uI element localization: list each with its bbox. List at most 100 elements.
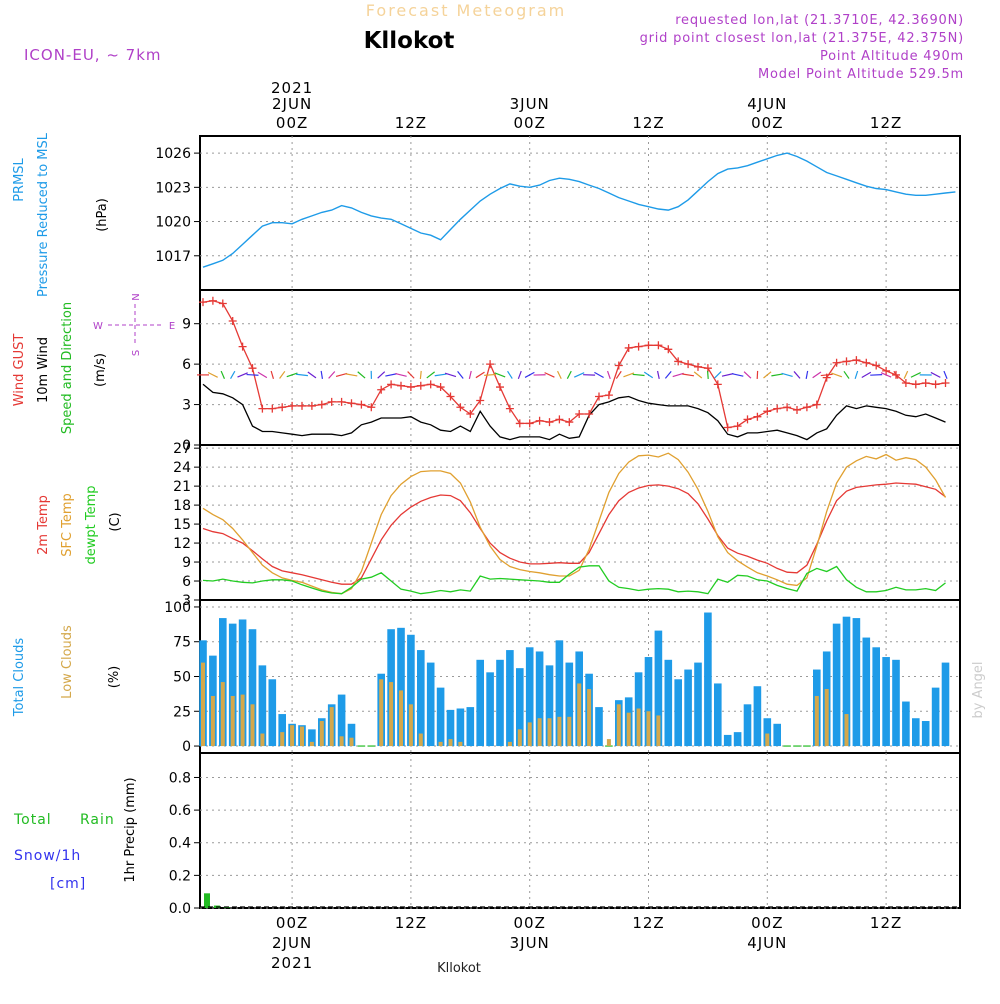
top-tick-label: 4JUN <box>747 95 787 113</box>
total-cloud-bar <box>457 708 465 746</box>
wind-direction-arrow <box>258 372 267 377</box>
wind-direction-arrow <box>574 373 584 377</box>
gust-marker <box>813 401 821 409</box>
temp-ytick-label: 24 <box>173 460 191 476</box>
wind-direction-arrow <box>445 373 456 376</box>
precip-ytick-label: 0.4 <box>169 836 191 852</box>
wind-direction-arrow <box>744 372 751 379</box>
wind-direction-arrow <box>308 372 316 378</box>
wind-direction-arrow <box>722 374 733 377</box>
temp-ytick-label: 6 <box>182 574 191 590</box>
gust-marker <box>249 364 257 372</box>
gust-marker <box>654 341 662 349</box>
gust-marker <box>635 343 643 351</box>
top-tick-label: 3JUN <box>510 95 550 113</box>
wind-direction-arrow <box>813 372 821 378</box>
gust-marker <box>714 380 722 388</box>
gust-marker <box>318 401 326 409</box>
gust-marker <box>744 415 752 423</box>
total-cloud-bar <box>942 663 950 746</box>
gust-marker <box>268 405 276 413</box>
temp-ytick-label: 15 <box>173 517 191 533</box>
bottom-tick-label: 12Z <box>870 914 902 932</box>
wind-direction-arrow <box>665 371 671 378</box>
wind-direction-arrow <box>231 371 235 378</box>
gust-marker <box>763 407 771 415</box>
total-cloud-bar <box>714 683 722 746</box>
wind-direction-arrow <box>469 371 471 379</box>
wind-direction-arrow <box>408 372 415 379</box>
gust-marker <box>734 422 742 430</box>
gust-marker <box>922 379 930 387</box>
wind-labels: Wind GUST 10m Wind Speed and Direction (… <box>12 293 175 434</box>
total-cloud-bar <box>882 657 890 746</box>
gust-marker <box>585 410 593 418</box>
gust-marker <box>645 341 653 349</box>
gust-marker <box>555 415 563 423</box>
pressure-ytick-label: 1026 <box>155 146 191 162</box>
precip-label-rain: Rain <box>80 812 115 828</box>
requested-coords: requested lon,lat (21.3710E, 42.3690N) <box>675 13 964 28</box>
wind-direction-arrow <box>476 372 485 378</box>
gust-marker <box>862 359 870 367</box>
wind-direction-arrow <box>247 375 259 376</box>
gust-marker <box>753 413 761 421</box>
gust-marker <box>209 297 217 305</box>
wind-direction-arrow <box>682 374 694 376</box>
low-cloud-bar <box>825 689 829 746</box>
low-cloud-bar <box>528 722 532 746</box>
wind-direction-arrow <box>287 373 298 377</box>
compass-n: N <box>131 293 142 300</box>
wind-direction-arrow <box>329 371 335 378</box>
wind-direction-arrow <box>658 371 660 379</box>
top-tick-label: 12Z <box>632 114 664 132</box>
clouds-ytick-label: 100 <box>164 600 191 616</box>
gust-marker <box>942 379 950 387</box>
precip-ytick-label: 0.0 <box>169 901 191 917</box>
total-cloud-bar <box>665 660 673 746</box>
wind-direction-arrow <box>458 371 464 378</box>
top-tick-label: 2JUN <box>272 95 312 113</box>
temp-unit: (C) <box>108 512 123 531</box>
gust-marker <box>486 360 494 368</box>
total-cloud-bar <box>872 647 880 746</box>
wind-direction-arrow <box>904 371 908 379</box>
gust-marker <box>219 299 227 307</box>
gust-marker <box>348 399 356 407</box>
low-cloud-bar <box>290 725 294 746</box>
low-cloud-bar <box>260 734 264 747</box>
low-cloud-bar <box>557 717 561 746</box>
precip-labels: Total Rain Snow/1h [cm] 1hr Precip (mm) <box>13 777 138 892</box>
wind-direction-arrow <box>495 373 505 377</box>
total-cloud-bar <box>417 650 425 746</box>
bottom-tick-label: 12Z <box>632 914 664 932</box>
total-cloud-bar <box>486 672 494 746</box>
wind-direction-arrow <box>508 371 513 378</box>
gust-marker <box>852 356 860 364</box>
wind-direction-arrow <box>694 372 702 378</box>
total-cloud-bar <box>674 679 682 746</box>
total-cloud-bar <box>427 663 435 746</box>
gust-marker <box>932 380 940 388</box>
wind-direction-arrow <box>708 371 709 379</box>
total-cloud-bar <box>932 688 940 746</box>
compass-rose: N S W E <box>93 293 175 356</box>
wind-direction-arrow <box>911 373 921 378</box>
point-altitude: Point Altitude 490m <box>820 49 964 64</box>
gust-marker <box>298 402 306 410</box>
pressure-labels: PRMSL Pressure Reduced to MSL (hPa) <box>12 132 110 297</box>
gust-marker <box>328 398 336 406</box>
wind-label-10m: 10m Wind <box>36 337 51 403</box>
wind-direction-arrow <box>806 371 807 379</box>
total-cloud-bar <box>744 704 752 746</box>
wind-ytick-label: 3 <box>182 398 191 414</box>
wind-direction-arrow <box>346 374 358 376</box>
low-cloud-bar <box>221 682 225 746</box>
pressure-ytick-label: 1023 <box>155 180 191 196</box>
wind-direction-arrow <box>633 374 645 375</box>
total-cloud-bar <box>902 702 910 747</box>
gust-marker <box>833 359 841 367</box>
low-cloud-bar <box>330 707 334 746</box>
